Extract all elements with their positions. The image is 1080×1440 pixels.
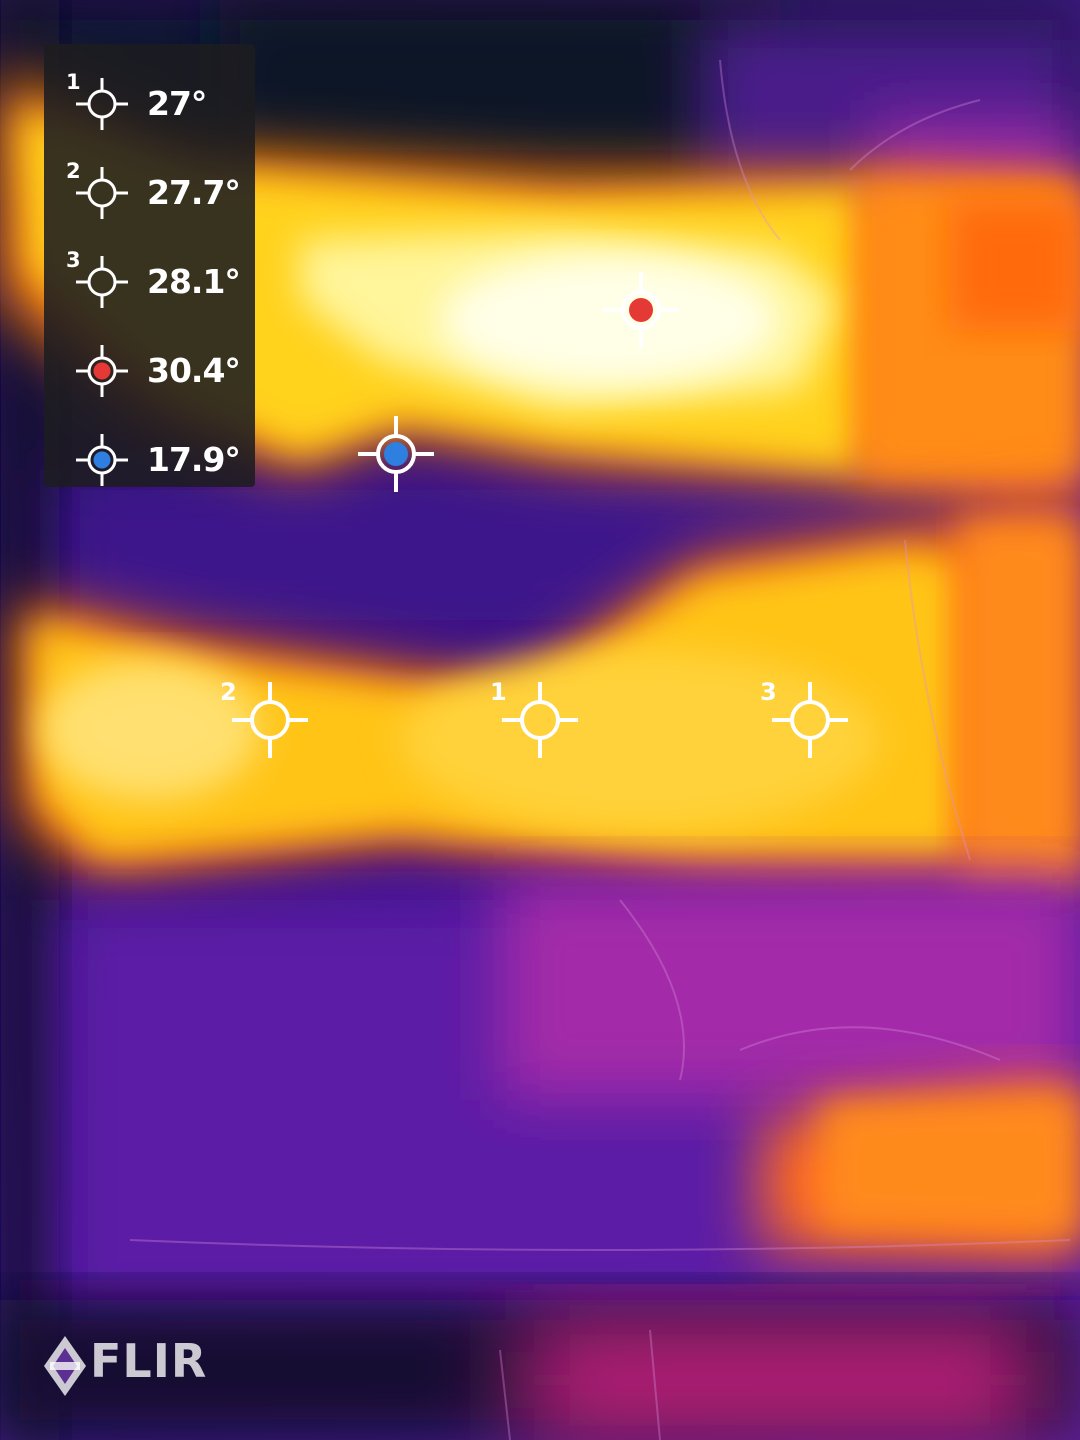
spot-2-marker[interactable]: 2 [230,680,310,760]
crosshair-icon [500,680,580,760]
legend-temperature: 28.1° [147,262,240,301]
flir-logo-icon [42,1334,88,1398]
hot-spot-icon [72,341,132,401]
legend-temperature: 27.7° [147,173,240,212]
legend-index: 2 [66,159,81,183]
cold-spot-icon [72,430,132,490]
crosshair-icon [72,74,132,134]
crosshair-icon [770,680,850,760]
legend-row-spot-3[interactable]: 3 28.1° [44,250,255,310]
legend-index: 1 [66,70,81,94]
legend-row-min[interactable]: 17.9° [44,428,255,488]
spot-index: 3 [760,678,777,706]
min-temperature-marker[interactable] [356,414,436,494]
spot-3-marker[interactable]: 3 [770,680,850,760]
legend-temperature: 17.9° [147,440,240,479]
legend-temperature: 30.4° [147,351,240,390]
legend-row-spot-2[interactable]: 2 27.7° [44,161,255,221]
hot-spot-icon [601,270,681,350]
spot-index: 1 [490,678,507,706]
legend-temperature: 27° [147,84,206,123]
brand-wordmark: FLIR [90,1334,207,1388]
spot-index: 2 [220,678,237,706]
crosshair-icon [72,163,132,223]
cold-spot-icon [356,414,436,494]
crosshair-icon [230,680,310,760]
measurement-legend: 1 27° 2 27.7° 3 28.1° [44,44,255,487]
max-temperature-marker[interactable] [601,270,681,350]
crosshair-icon [72,252,132,312]
legend-row-max[interactable]: 30.4° [44,339,255,399]
legend-row-spot-1[interactable]: 1 27° [44,72,255,132]
spot-1-marker[interactable]: 1 [500,680,580,760]
flir-logo: FLIR [40,1330,240,1400]
legend-index: 3 [66,248,81,272]
